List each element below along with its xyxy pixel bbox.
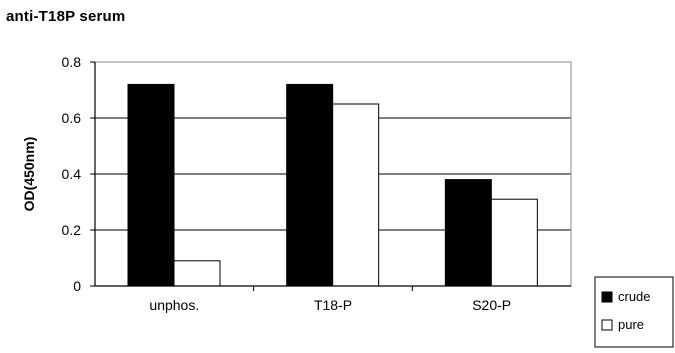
bar-pure-2 bbox=[490, 198, 538, 287]
bar-pure-1 bbox=[332, 103, 380, 287]
y-tick-label: 0.8 bbox=[62, 54, 82, 70]
y-tick-labels: 0 0.2 0.4 0.6 0.8 bbox=[62, 54, 82, 294]
category-label: T18-P bbox=[314, 297, 352, 313]
y-tick-label: 0.2 bbox=[62, 222, 82, 238]
bar-crude-0 bbox=[127, 83, 175, 287]
legend-swatch-crude bbox=[601, 291, 613, 303]
chart-title: anti-T18P serum bbox=[6, 8, 126, 25]
y-tick-label: 0.4 bbox=[62, 166, 82, 182]
legend-label-crude: crude bbox=[618, 289, 651, 304]
bar-crude-2 bbox=[444, 179, 492, 287]
legend-swatch-pure bbox=[601, 319, 613, 331]
bars bbox=[127, 83, 538, 287]
category-label: S20-P bbox=[472, 297, 511, 313]
y-axis-label: OD(450nm) bbox=[21, 137, 37, 212]
category-label: unphos. bbox=[149, 297, 199, 313]
legend-box bbox=[594, 276, 674, 348]
legend-label-pure: pure bbox=[618, 317, 644, 332]
y-tick-label: 0.6 bbox=[62, 110, 82, 126]
bar-crude-1 bbox=[286, 83, 334, 287]
legend: crude pure bbox=[594, 276, 674, 348]
axes bbox=[90, 61, 571, 291]
bar-pure-0 bbox=[173, 260, 221, 287]
category-labels: unphos. T18-P S20-P bbox=[149, 297, 511, 313]
y-tick-label: 0 bbox=[73, 278, 81, 294]
